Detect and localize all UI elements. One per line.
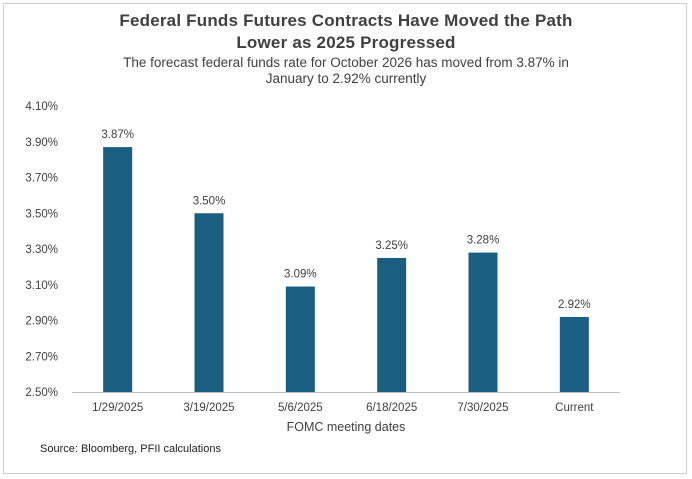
x-tick-label: 3/19/2025 <box>183 402 234 414</box>
chart-subtitle: The forecast federal funds rate for Octo… <box>40 55 652 87</box>
y-tick-label: 3.50% <box>25 208 58 220</box>
data-label: 2.92% <box>558 299 591 311</box>
chart-title: Federal Funds Futures Contracts Have Mov… <box>0 10 692 54</box>
bar <box>468 252 498 392</box>
data-label: 3.87% <box>101 129 134 141</box>
data-labels-group: 3.87% 3.50% 3.09% 3.25% 3.28% 2.92% <box>101 129 590 311</box>
data-label: 3.25% <box>375 240 408 252</box>
x-tick-label: 6/18/2025 <box>366 402 417 414</box>
x-axis: 1/29/2025 3/19/2025 5/6/2025 6/18/2025 7/30/… <box>92 402 594 414</box>
y-tick-label: 2.90% <box>25 316 58 328</box>
bars-group <box>103 147 589 392</box>
chart-subtitle-line-1: The forecast federal funds rate for Octo… <box>123 55 569 70</box>
chart-title-line-2: Lower as 2025 Progressed <box>236 33 456 52</box>
data-label: 3.50% <box>193 195 226 207</box>
x-tick-label: 5/6/2025 <box>278 402 323 414</box>
y-tick-label: 2.70% <box>25 351 58 363</box>
data-label: 3.28% <box>467 235 500 247</box>
bar <box>103 147 133 392</box>
y-tick-label: 2.50% <box>25 387 58 399</box>
bar <box>377 257 407 392</box>
bar <box>285 286 315 392</box>
y-tick-label: 3.10% <box>25 280 58 292</box>
chart-title-line-1: Federal Funds Futures Contracts Have Mov… <box>119 11 573 30</box>
y-tick-label: 3.70% <box>25 173 58 185</box>
x-tick-label: 1/29/2025 <box>92 402 143 414</box>
y-tick-label: 3.90% <box>25 137 58 149</box>
x-tick-label: Current <box>555 402 594 414</box>
source-note: Source: Bloomberg, PFII calculations <box>40 443 221 455</box>
y-axis: 2.50% 2.70% 2.90% 3.10% 3.30% 3.50% 3.70% 3.90%… <box>25 101 58 399</box>
x-axis-title: FOMC meeting dates <box>287 420 406 434</box>
y-tick-label: 4.10% <box>25 101 58 113</box>
bar <box>194 213 224 392</box>
chart-subtitle-line-2: January to 2.92% currently <box>265 71 427 86</box>
data-label: 3.09% <box>284 269 317 281</box>
x-tick-label: 7/30/2025 <box>457 402 508 414</box>
y-tick-label: 3.30% <box>25 244 58 256</box>
bar <box>559 316 589 392</box>
